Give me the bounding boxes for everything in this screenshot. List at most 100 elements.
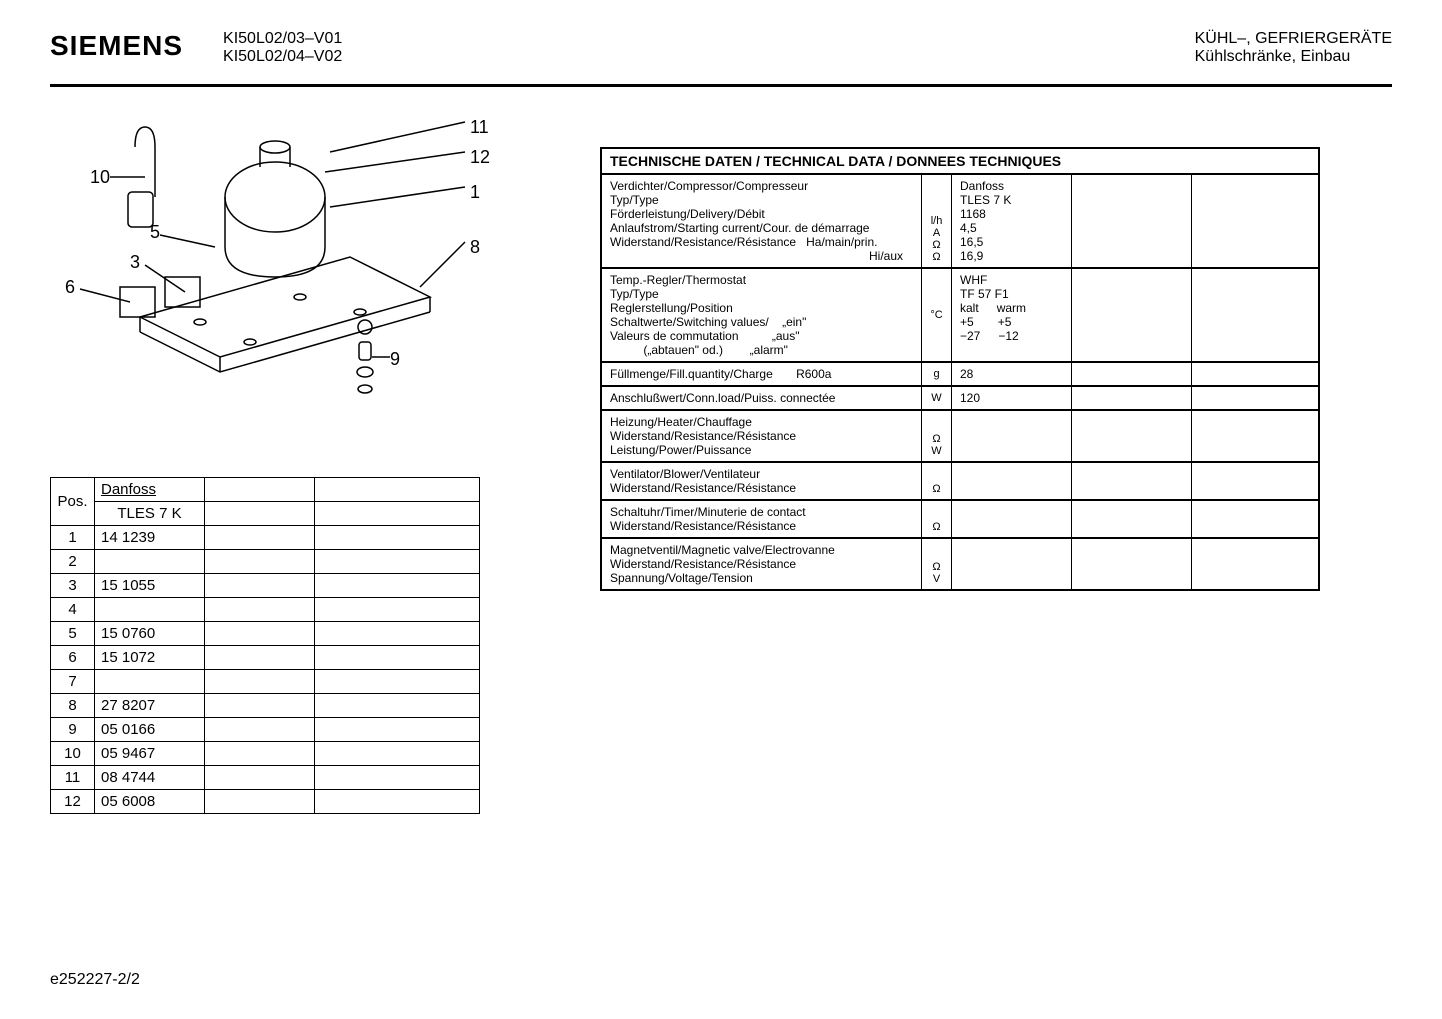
sub: „ein" — [782, 315, 806, 329]
callout-10: 10 — [90, 167, 110, 188]
cell-blank — [315, 742, 480, 766]
unit-column: Ω W — [922, 411, 952, 461]
tech-row-valve: Magnetventil/Magnetic valve/Electrovanne… — [602, 539, 1318, 589]
cell-pos: 12 — [51, 790, 95, 814]
lbl: Magnetventil/Magnetic valve/Electrovanne — [610, 543, 913, 557]
unit: Ω — [932, 251, 940, 263]
content-area: 11 12 1 8 9 10 5 3 6 Pos. Danfoss TLES 7… — [50, 117, 1392, 814]
cell-val: 15 1072 — [95, 646, 205, 670]
value-column-3 — [1192, 539, 1318, 589]
value-column: 28 — [952, 363, 1072, 385]
cell-blank — [315, 598, 480, 622]
cell-blank — [315, 766, 480, 790]
page-header: SIEMENS KI50L02/03–V01 KI50L02/04–V02 KÜ… — [50, 30, 1392, 66]
tech-label: Schaltuhr/Timer/Minuterie de contact Wid… — [602, 501, 922, 537]
cell-pos: 3 — [51, 574, 95, 598]
sub: Ha/main/prin. — [806, 235, 877, 249]
callout-8: 8 — [470, 237, 480, 258]
table-row: 114 1239 — [51, 526, 480, 550]
cell-blank — [315, 670, 480, 694]
unit: A — [933, 227, 940, 239]
category-line-2: Kühlschränke, Einbau — [1195, 48, 1392, 66]
table-row: TLES 7 K — [51, 502, 480, 526]
unit-column: g — [922, 363, 952, 385]
cell-pos: 11 — [51, 766, 95, 790]
cell-val: 05 6008 — [95, 790, 205, 814]
tech-label: Füllmenge/Fill.quantity/Charge R600a — [602, 363, 922, 385]
tech-label: Magnetventil/Magnetic valve/Electrovanne… — [602, 539, 922, 589]
value-column-2 — [1072, 411, 1192, 461]
header-category: KÜHL–, GEFRIERGERÄTE Kühlschränke, Einba… — [1195, 30, 1392, 66]
model-line-1: KI50L02/03–V01 — [223, 30, 342, 48]
tech-label: Verdichter/Compressor/Compresseur Typ/Ty… — [602, 175, 922, 267]
table-row: 2 — [51, 550, 480, 574]
cell-blank — [205, 766, 315, 790]
cell-blank — [205, 646, 315, 670]
tech-label: Anschlußwert/Conn.load/Puiss. connectée — [602, 387, 922, 409]
cell-pos: 4 — [51, 598, 95, 622]
cell-val: 05 9467 — [95, 742, 205, 766]
value-column-3 — [1192, 269, 1318, 361]
cell-blank — [315, 574, 480, 598]
lbl: Valeurs de commutation — [610, 329, 739, 343]
unit-column: Ω — [922, 463, 952, 499]
brand-logo: SIEMENS — [50, 30, 183, 62]
lbl: Typ/Type — [610, 193, 913, 207]
cell-blank — [315, 502, 480, 526]
unit: V — [933, 573, 940, 585]
val: +5 — [960, 315, 974, 329]
lbl: Widerstand/Resistance/Résistance — [610, 481, 913, 495]
callout-5: 5 — [150, 222, 160, 243]
cell-pos: 2 — [51, 550, 95, 574]
value-column-2 — [1072, 175, 1192, 267]
table-row: 515 0760 — [51, 622, 480, 646]
category-line-1: KÜHL–, GEFRIERGERÄTE — [1195, 30, 1392, 48]
model-line-2: KI50L02/04–V02 — [223, 48, 342, 66]
lbl: Schaltuhr/Timer/Minuterie de contact — [610, 505, 913, 519]
tech-label: Ventilator/Blower/Ventilateur Widerstand… — [602, 463, 922, 499]
unit: °C — [930, 309, 942, 321]
cell-val — [95, 550, 205, 574]
cell-val: 15 1055 — [95, 574, 205, 598]
pos-header: Pos. — [51, 478, 95, 526]
value-column — [952, 463, 1072, 499]
unit-column: °C — [922, 269, 952, 361]
lbl: Temp.-Regler/Thermostat — [610, 273, 913, 287]
tech-row-fill: Füllmenge/Fill.quantity/Charge R600a g 2… — [602, 363, 1318, 387]
sub: Hi/aux — [610, 249, 913, 263]
tech-row-compressor: Verdichter/Compressor/Compresseur Typ/Ty… — [602, 175, 1318, 269]
lbl: Valeurs de commutation „aus" — [610, 329, 913, 343]
cell-val: 08 4744 — [95, 766, 205, 790]
callout-9: 9 — [390, 349, 400, 370]
val: kalt — [960, 301, 979, 315]
parts-header-1: Danfoss — [95, 478, 205, 502]
cell-val: 05 0166 — [95, 718, 205, 742]
unit: g — [933, 368, 939, 380]
cell-blank — [205, 670, 315, 694]
sub: R600a — [796, 367, 831, 381]
table-row: 827 8207 — [51, 694, 480, 718]
page-footer: e252227-2/2 — [50, 971, 140, 989]
cell-blank — [205, 694, 315, 718]
cell-blank — [315, 622, 480, 646]
right-column: TECHNISCHE DATEN / TECHNICAL DATA / DONN… — [600, 117, 1392, 591]
cell-blank — [315, 718, 480, 742]
cell-blank — [315, 550, 480, 574]
cell-pos: 5 — [51, 622, 95, 646]
tech-row-heater: Heizung/Heater/Chauffage Widerstand/Resi… — [602, 411, 1318, 463]
tech-label: Heizung/Heater/Chauffage Widerstand/Resi… — [602, 411, 922, 461]
callout-11: 11 — [470, 117, 489, 138]
cell-val — [95, 598, 205, 622]
lbl: Ventilator/Blower/Ventilateur — [610, 467, 913, 481]
unit: Ω — [932, 239, 940, 251]
cell-blank — [205, 622, 315, 646]
header-rule — [50, 84, 1392, 87]
lbl: Spannung/Voltage/Tension — [610, 571, 913, 585]
value-column: Danfoss TLES 7 K 1168 4,5 16,5 16,9 — [952, 175, 1072, 267]
value-column-3 — [1192, 501, 1318, 537]
lbl: Reglerstellung/Position — [610, 301, 913, 315]
table-row: 615 1072 — [51, 646, 480, 670]
exploded-diagram: 11 12 1 8 9 10 5 3 6 — [50, 117, 480, 417]
tech-title: TECHNISCHE DATEN / TECHNICAL DATA / DONN… — [602, 149, 1318, 175]
table-row: 1005 9467 — [51, 742, 480, 766]
